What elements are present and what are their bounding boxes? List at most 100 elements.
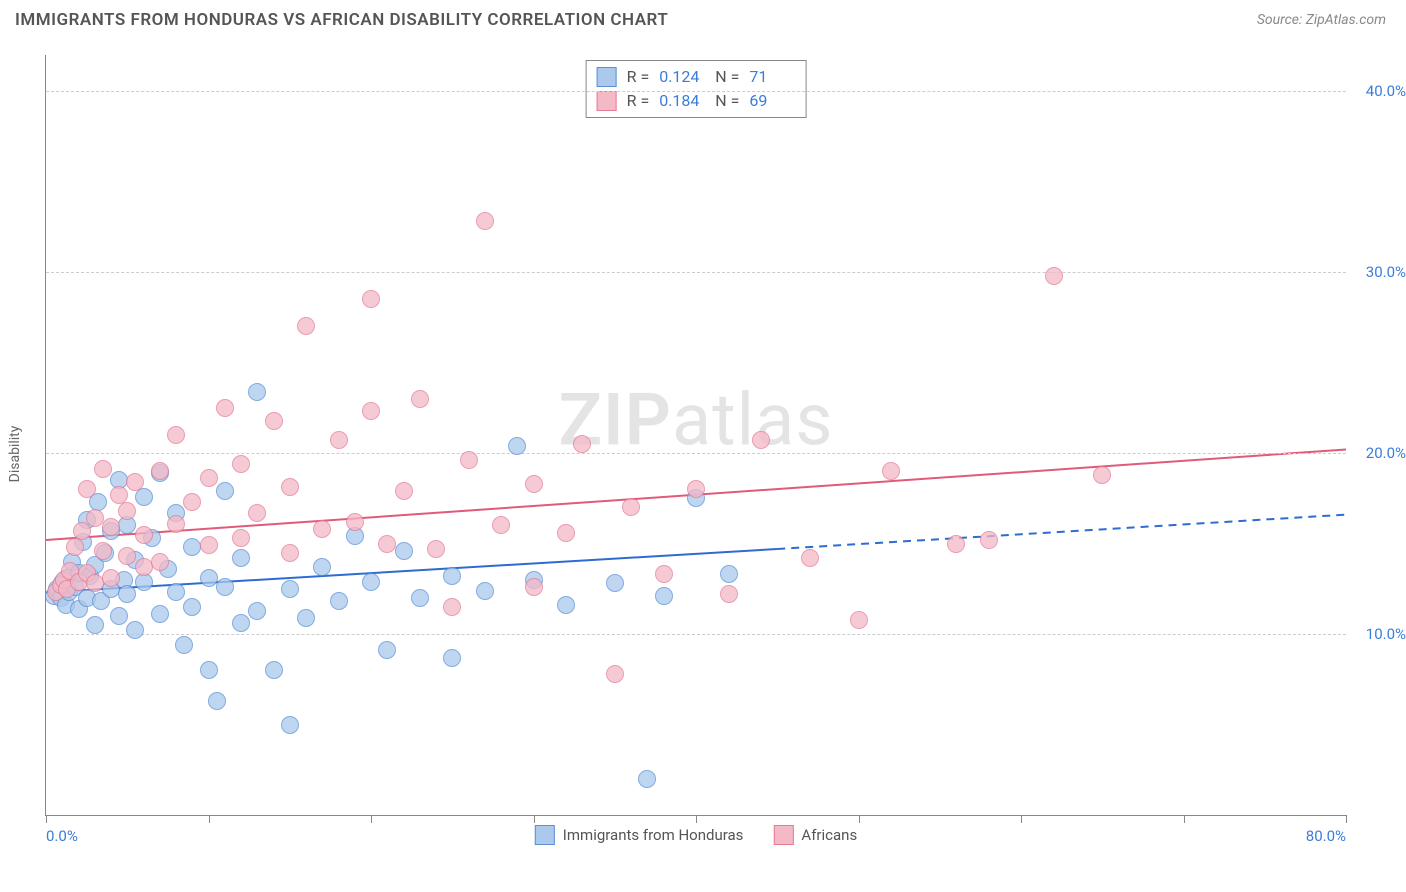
chart-title: IMMIGRANTS FROM HONDURAS VS AFRICAN DISA…: [15, 10, 668, 30]
scatter-point-honduras: [248, 602, 266, 620]
scatter-point-honduras: [265, 661, 283, 679]
legend-label: Immigrants from Honduras: [563, 826, 744, 844]
scatter-point-africans: [151, 462, 169, 480]
scatter-point-africans: [94, 542, 112, 560]
scatter-point-africans: [281, 544, 299, 562]
scatter-point-africans: [167, 426, 185, 444]
gridline: [46, 91, 1346, 92]
scatter-point-africans: [200, 469, 218, 487]
x-tick: [209, 815, 210, 823]
x-tick: [534, 815, 535, 823]
scatter-point-africans: [94, 460, 112, 478]
scatter-point-honduras: [86, 616, 104, 634]
scatter-point-africans: [118, 502, 136, 520]
scatter-point-africans: [313, 520, 331, 538]
scatter-point-africans: [720, 585, 738, 603]
scatter-point-honduras: [232, 614, 250, 632]
scatter-point-africans: [118, 547, 136, 565]
scatter-point-honduras: [557, 596, 575, 614]
source-label: Source: ZipAtlas.com: [1257, 12, 1386, 28]
scatter-point-africans: [395, 482, 413, 500]
x-tick-label: 0.0%: [46, 827, 78, 845]
scatter-point-africans: [655, 565, 673, 583]
scatter-point-africans: [882, 462, 900, 480]
stats-legend-box: R =0.124N =71R =0.184N =69: [586, 60, 807, 118]
scatter-point-honduras: [281, 716, 299, 734]
gridline: [46, 453, 1346, 454]
scatter-point-africans: [1093, 466, 1111, 484]
scatter-point-honduras: [281, 580, 299, 598]
scatter-point-africans: [126, 473, 144, 491]
legend-item-africans: Africans: [773, 825, 857, 845]
scatter-point-africans: [232, 455, 250, 473]
x-tick: [696, 815, 697, 823]
scatter-point-africans: [265, 412, 283, 430]
n-value: 69: [749, 89, 795, 113]
x-tick: [859, 815, 860, 823]
legend-item-honduras: Immigrants from Honduras: [535, 825, 744, 845]
y-tick-label: 30.0%: [1366, 263, 1406, 281]
scatter-point-africans: [167, 515, 185, 533]
stats-row-honduras: R =0.124N =71: [597, 65, 796, 89]
swatch-africans: [773, 825, 793, 845]
watermark: ZIPatlas: [558, 377, 833, 462]
x-tick: [1184, 815, 1185, 823]
r-value: 0.124: [659, 65, 705, 89]
scatter-point-honduras: [443, 649, 461, 667]
r-value: 0.184: [659, 89, 705, 113]
scatter-point-africans: [980, 531, 998, 549]
scatter-point-honduras: [200, 569, 218, 587]
scatter-point-africans: [151, 553, 169, 571]
scatter-point-africans: [1045, 267, 1063, 285]
scatter-point-honduras: [378, 641, 396, 659]
scatter-point-honduras: [110, 607, 128, 625]
scatter-point-africans: [525, 578, 543, 596]
y-tick-label: 20.0%: [1366, 444, 1406, 462]
x-tick: [1021, 815, 1022, 823]
scatter-point-africans: [427, 540, 445, 558]
scatter-point-africans: [622, 498, 640, 516]
scatter-point-africans: [232, 529, 250, 547]
swatch-honduras: [597, 67, 617, 87]
scatter-point-honduras: [476, 582, 494, 600]
x-tick-label: 80.0%: [1306, 827, 1346, 845]
scatter-point-africans: [557, 524, 575, 542]
scatter-point-africans: [411, 390, 429, 408]
scatter-point-honduras: [606, 574, 624, 592]
y-tick-label: 40.0%: [1366, 82, 1406, 100]
trendline-honduras-extrapolated: [777, 515, 1346, 549]
scatter-point-honduras: [395, 542, 413, 560]
swatch-africans: [597, 91, 617, 111]
bottom-legend: Immigrants from Honduras Africans: [535, 825, 857, 845]
scatter-point-honduras: [362, 573, 380, 591]
scatter-point-honduras: [200, 661, 218, 679]
scatter-point-africans: [102, 569, 120, 587]
scatter-point-honduras: [330, 592, 348, 610]
scatter-point-africans: [606, 665, 624, 683]
scatter-point-africans: [281, 478, 299, 496]
n-label: N =: [715, 89, 739, 113]
n-label: N =: [715, 65, 739, 89]
scatter-point-honduras: [248, 383, 266, 401]
scatter-point-africans: [362, 290, 380, 308]
scatter-point-honduras: [208, 692, 226, 710]
scatter-point-africans: [216, 399, 234, 417]
scatter-point-honduras: [118, 585, 136, 603]
scatter-point-africans: [850, 611, 868, 629]
scatter-point-honduras: [216, 578, 234, 596]
scatter-point-africans: [525, 475, 543, 493]
scatter-point-africans: [248, 504, 266, 522]
scatter-point-africans: [476, 212, 494, 230]
scatter-point-honduras: [720, 565, 738, 583]
scatter-point-honduras: [638, 770, 656, 788]
scatter-point-honduras: [183, 538, 201, 556]
scatter-point-africans: [346, 513, 364, 531]
gridline: [46, 634, 1346, 635]
scatter-point-africans: [443, 598, 461, 616]
chart-plot-area: ZIPatlas R =0.124N =71R =0.184N =69 Immi…: [45, 55, 1346, 816]
x-tick: [1346, 815, 1347, 823]
scatter-point-africans: [135, 526, 153, 544]
x-tick: [46, 815, 47, 823]
trend-lines: [46, 55, 1346, 815]
scatter-point-africans: [460, 451, 478, 469]
